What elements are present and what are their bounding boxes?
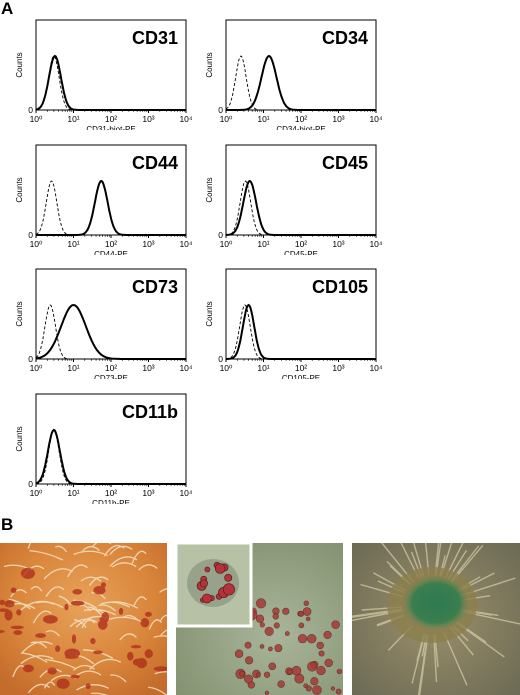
y-axis-label: Counts xyxy=(15,301,24,326)
x-axis-label: CD45-PE xyxy=(284,250,318,255)
x-tick-label: 10⁰ xyxy=(220,363,233,373)
x-tick-label: 10¹ xyxy=(67,239,79,249)
histogram-cd11b: 10⁰ 10¹ 10² 10³ 10⁴ 0 Counts CD11b-PE CD11b xyxy=(4,386,194,509)
x-tick-label: 10² xyxy=(105,488,117,498)
panel-a-letter: A xyxy=(1,0,14,18)
x-ticks: 10⁰ 10¹ 10² 10³ 10⁴ xyxy=(30,484,193,498)
x-axis-label: CD31-biot-PE xyxy=(86,125,135,130)
isotype-control-curve xyxy=(225,304,376,360)
stained-curve xyxy=(35,303,186,360)
stained-curve xyxy=(226,54,376,111)
x-ticks: 10⁰ 10¹ 10² 10³ 10⁴ xyxy=(30,359,193,373)
stained-curve xyxy=(36,180,186,236)
histogram-cd44: 10⁰ 10¹ 10² 10³ 10⁴ 0 Counts CD44-PE CD44 xyxy=(4,137,194,260)
marker-title: CD34 xyxy=(322,28,368,48)
x-tick-label: 10¹ xyxy=(67,488,79,498)
x-tick-label: 10⁰ xyxy=(30,363,43,373)
x-tick-label: 10² xyxy=(105,114,117,124)
x-axis-label: CD34-biot-PE xyxy=(276,125,325,130)
y-axis-label: Counts xyxy=(15,52,24,77)
y-axis-label: Counts xyxy=(205,177,214,202)
x-tick-label: 10² xyxy=(295,239,307,249)
x-tick-label: 10² xyxy=(105,363,117,373)
x-tick-label: 10⁴ xyxy=(369,239,382,249)
y-tick-label: 0 xyxy=(28,479,33,489)
marker-title: CD105 xyxy=(312,277,368,297)
x-tick-label: 10³ xyxy=(142,239,154,249)
x-ticks: 10⁰ 10¹ 10² 10³ 10⁴ xyxy=(30,235,193,249)
x-tick-label: 10⁰ xyxy=(220,239,233,249)
x-tick-label: 10¹ xyxy=(67,114,79,124)
histogram-cd34: 10⁰ 10¹ 10² 10³ 10⁴ 0 Counts CD34-biot-PE CD34 xyxy=(194,12,384,135)
x-tick-label: 10⁴ xyxy=(179,488,192,498)
isotype-control-curve xyxy=(226,180,376,236)
x-ticks: 10⁰ 10¹ 10² 10³ 10⁴ xyxy=(220,359,383,373)
isotype-control-curve xyxy=(35,180,186,236)
x-tick-label: 10³ xyxy=(332,363,344,373)
stained-curve xyxy=(226,180,376,236)
marker-title: CD45 xyxy=(322,153,368,173)
x-tick-label: 10³ xyxy=(142,488,154,498)
x-tick-label: 10⁴ xyxy=(179,363,192,373)
x-axis-label: CD105-PE xyxy=(282,374,320,379)
y-tick-label: 0 xyxy=(28,105,33,115)
marker-title: CD73 xyxy=(132,277,178,297)
x-tick-label: 10⁰ xyxy=(220,114,233,124)
x-tick-label: 10² xyxy=(295,363,307,373)
panel-b-letter: B xyxy=(1,515,14,534)
histogram-cd31: 10⁰ 10¹ 10² 10³ 10⁴ 0 Counts CD31-biot-PE CD31 xyxy=(4,12,194,135)
oil-red-o-photo xyxy=(176,543,343,695)
y-axis-label: Counts xyxy=(205,52,214,77)
x-ticks: 10⁰ 10¹ 10² 10³ 10⁴ xyxy=(220,235,383,249)
x-tick-label: 10³ xyxy=(332,239,344,249)
x-tick-label: 10⁰ xyxy=(30,114,43,124)
x-tick-label: 10¹ xyxy=(257,114,269,124)
x-tick-label: 10¹ xyxy=(257,363,269,373)
x-tick-label: 10³ xyxy=(142,114,154,124)
y-tick-label: 0 xyxy=(28,354,33,364)
x-tick-label: 10⁰ xyxy=(30,239,43,249)
alizarin-red-photo xyxy=(0,543,167,695)
y-tick-label: 0 xyxy=(218,354,223,364)
x-tick-label: 10² xyxy=(295,114,307,124)
x-tick-label: 10² xyxy=(105,239,117,249)
x-tick-label: 10¹ xyxy=(67,363,79,373)
isotype-control-curve xyxy=(225,55,376,111)
x-tick-label: 10⁴ xyxy=(369,363,382,373)
y-axis-label: Counts xyxy=(205,301,214,326)
y-tick-label: 0 xyxy=(218,230,223,240)
marker-title: CD11b xyxy=(122,402,178,422)
histogram-cd105: 10⁰ 10¹ 10² 10³ 10⁴ 0 Counts CD105-PE CD105 xyxy=(194,261,384,384)
x-axis-label: CD11b-PE xyxy=(92,499,130,504)
x-tick-label: 10¹ xyxy=(257,239,269,249)
stained-curve xyxy=(35,428,186,485)
x-axis-label: CD73-PE xyxy=(94,374,128,379)
histogram-cd45: 10⁰ 10¹ 10² 10³ 10⁴ 0 Counts CD45-PE CD45 xyxy=(194,137,384,260)
y-tick-label: 0 xyxy=(28,230,33,240)
x-tick-label: 10⁰ xyxy=(30,488,43,498)
x-tick-label: 10⁴ xyxy=(369,114,382,124)
x-tick-label: 10⁴ xyxy=(179,114,192,124)
x-ticks: 10⁰ 10¹ 10² 10³ 10⁴ xyxy=(220,110,383,124)
x-tick-label: 10³ xyxy=(332,114,344,124)
y-axis-label: Counts xyxy=(15,177,24,202)
y-tick-label: 0 xyxy=(218,105,223,115)
stained-curve xyxy=(35,54,186,111)
y-axis-label: Counts xyxy=(15,426,24,451)
alcian-blue-photo xyxy=(352,543,520,695)
marker-title: CD44 xyxy=(132,153,178,173)
isotype-control-curve xyxy=(35,429,186,485)
stained-curve xyxy=(226,303,376,360)
x-tick-label: 10³ xyxy=(142,363,154,373)
x-ticks: 10⁰ 10¹ 10² 10³ 10⁴ xyxy=(30,110,193,124)
marker-title: CD31 xyxy=(132,28,178,48)
x-axis-label: CD44-PE xyxy=(94,250,128,255)
histogram-cd73: 10⁰ 10¹ 10² 10³ 10⁴ 0 Counts CD73-PE CD73 xyxy=(4,261,194,384)
x-tick-label: 10⁴ xyxy=(179,239,192,249)
